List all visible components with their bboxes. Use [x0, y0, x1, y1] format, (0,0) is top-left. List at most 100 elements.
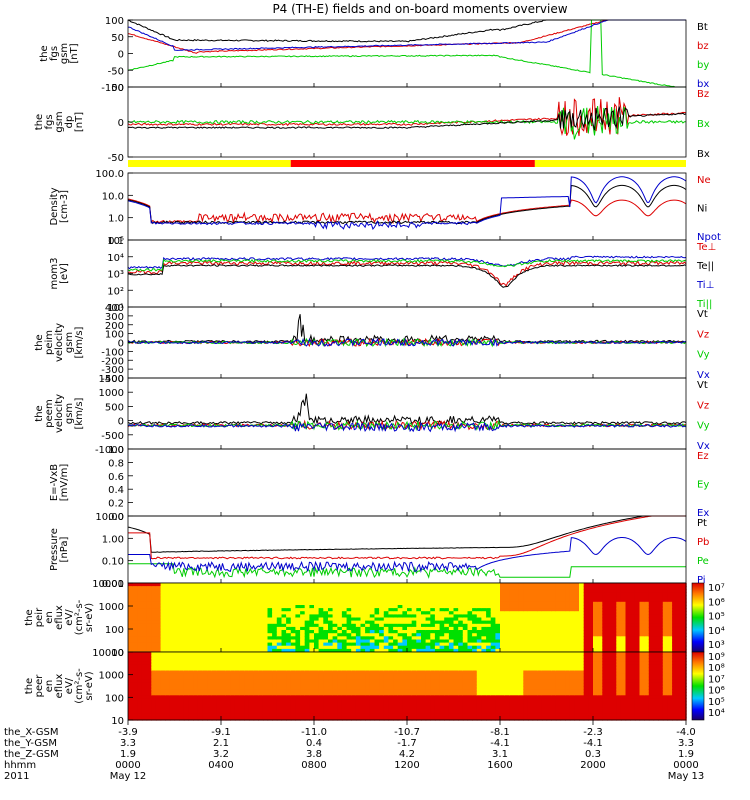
spectrogram-cell: [248, 710, 255, 715]
spectrogram-cell: [183, 658, 190, 662]
spectrogram-cell: [146, 701, 152, 706]
spectrogram-cell: [258, 704, 264, 709]
spectrogram-cell: [560, 710, 566, 715]
spectrogram-cell: [672, 601, 678, 606]
spectrogram-cell: [332, 592, 338, 597]
spectrogram-cell: [411, 595, 417, 600]
spectrogram-cell: [355, 598, 362, 603]
spectrogram-cell: [490, 608, 496, 612]
spectrogram-cell: [514, 626, 520, 631]
spectrogram-cell: [411, 698, 417, 703]
spectrogram-cell: [439, 695, 445, 699]
spectrogram-cell: [290, 682, 297, 687]
spectrogram-cell: [458, 686, 464, 690]
spectrogram-cell: [630, 648, 636, 653]
spectrogram-cell: [193, 589, 199, 593]
spectrogram-cell: [160, 710, 166, 715]
spectrogram-cell: [407, 707, 413, 712]
spectrogram-cell: [355, 692, 362, 696]
spectrogram-cell: [514, 598, 520, 603]
spectrogram-cell: [509, 595, 515, 600]
spectrogram-cell: [476, 679, 483, 684]
spectrogram-cell: [132, 689, 138, 693]
spectrogram-cell: [360, 633, 366, 637]
spectrogram-cell: [253, 695, 259, 699]
spectrogram-cell: [132, 670, 138, 675]
spectrogram-cell: [286, 630, 292, 634]
spectrogram-cell: [221, 658, 227, 662]
spectrogram-cell: [365, 598, 371, 603]
spectrogram-cell: [211, 692, 217, 696]
spectrogram-cell: [323, 701, 329, 706]
spectrogram-cell: [360, 595, 366, 600]
spectrogram-cell: [314, 645, 320, 650]
spectrogram-cell: [541, 642, 548, 647]
spectrogram-cell: [174, 601, 180, 606]
spectrogram-cell: [453, 642, 459, 647]
spectrogram-cell: [421, 664, 427, 669]
spectrogram-cell: [393, 583, 399, 587]
spectrogram-cell: [295, 595, 301, 600]
spectrogram-cell: [514, 601, 520, 606]
spectrogram-cell: [374, 673, 380, 678]
spectrogram-cell: [328, 595, 334, 600]
spectrogram-cell: [146, 608, 152, 612]
spectrogram-cell: [583, 605, 589, 609]
spectrogram-cell: [681, 620, 687, 625]
spectrogram-cell: [360, 645, 366, 650]
series-line-Vx: [127, 421, 687, 433]
spectrogram-cell: [397, 664, 403, 669]
spectrogram-cell: [551, 655, 557, 659]
spectrogram-cell: [481, 645, 487, 650]
spectrogram-cell: [434, 620, 441, 625]
spectrogram-cell: [681, 645, 687, 650]
spectrogram-cell: [509, 701, 515, 706]
spectrogram-cell: [379, 695, 385, 699]
spectrogram-cell: [514, 692, 520, 696]
spectrogram-cell: [388, 598, 394, 603]
spectrogram-cell: [430, 626, 436, 631]
spectrogram-cell: [495, 692, 501, 696]
spectrogram-cell: [537, 707, 543, 712]
legend-label-Npot: Npot: [697, 232, 721, 243]
spectrogram-cell: [146, 605, 152, 609]
spectrogram-cell: [490, 701, 496, 706]
spectrogram-cell: [514, 682, 520, 687]
spectrogram-cell: [481, 589, 487, 593]
spectrogram-cell: [188, 670, 194, 675]
spectrogram-cell: [397, 639, 403, 644]
spectrogram-cell: [602, 605, 608, 609]
spectrogram-cell: [374, 655, 380, 659]
spectrogram-cell: [151, 630, 157, 634]
spectrogram-cell: [500, 645, 506, 650]
spectrogram-cell: [332, 673, 338, 678]
spectrogram-cell: [648, 620, 655, 625]
spectrogram-cell: [169, 623, 176, 628]
spectrogram-cell: [341, 645, 348, 650]
spectrogram-cell: [560, 623, 566, 628]
spectrogram-cell: [625, 630, 631, 634]
spectrogram-cell: [490, 626, 496, 631]
spectrogram-cell: [128, 682, 134, 687]
spectrogram-cell: [421, 626, 427, 631]
spectrogram-cell: [197, 642, 204, 647]
spectrogram-cell: [197, 707, 204, 712]
spectrogram-cell: [281, 592, 287, 597]
spectrogram-cell: [211, 611, 217, 615]
spectrogram-cell: [300, 586, 306, 590]
spectrogram-cell: [486, 623, 492, 628]
spectrogram-cell: [346, 611, 352, 615]
spectrogram-cell: [267, 655, 273, 659]
spectrogram-cell: [202, 655, 208, 659]
spectrogram-cell: [309, 586, 315, 590]
spectrogram-cell: [165, 605, 171, 609]
spectrogram-cell: [569, 617, 576, 622]
spectrogram-cell: [541, 639, 548, 644]
spectrogram-cell: [532, 704, 538, 709]
spectrogram-cell: [518, 704, 524, 709]
spectrogram-cell: [421, 695, 427, 699]
spectrogram-cell: [216, 707, 222, 712]
spectrogram-cell: [439, 592, 445, 597]
spectrogram-cell: [216, 658, 222, 662]
spectrogram-cell: [425, 673, 431, 678]
